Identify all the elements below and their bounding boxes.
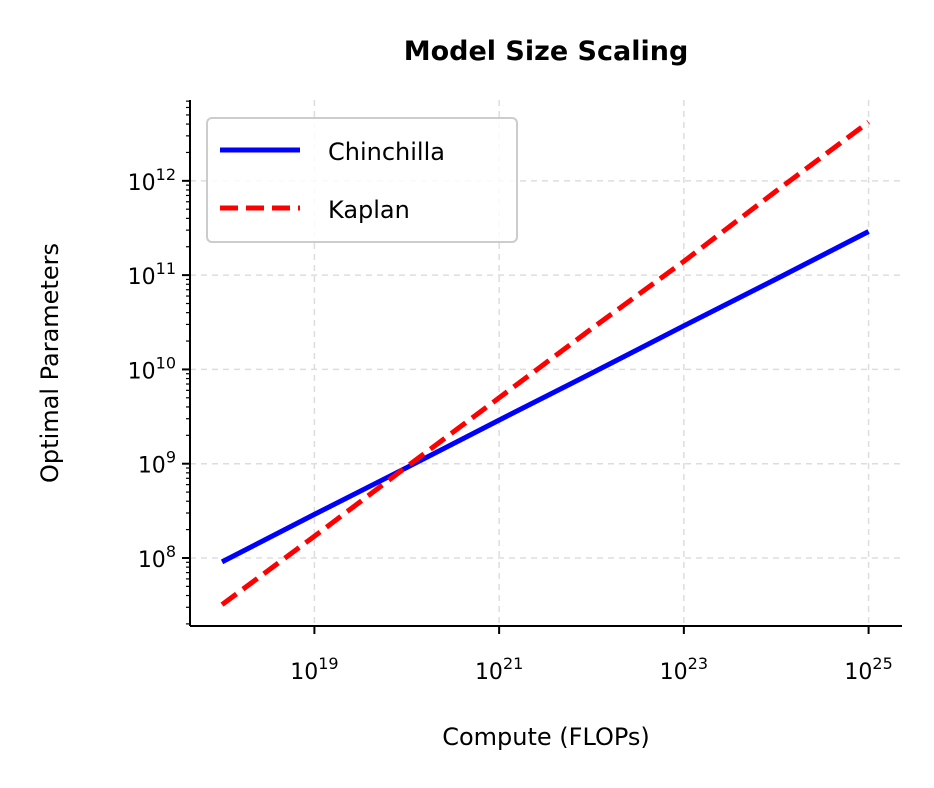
y-tick-label: 1010 bbox=[128, 353, 176, 384]
y-tick-label: 108 bbox=[138, 542, 176, 573]
x-tick-label: 1019 bbox=[290, 654, 338, 685]
y-tick-label: 1011 bbox=[128, 259, 176, 290]
series-line-chinchilla bbox=[220, 229, 870, 565]
y-axis-label: Optimal Parameters bbox=[36, 243, 64, 483]
ticks: 1019 1021 1023 1025 108 109 1010 1011 1012 bbox=[128, 100, 893, 685]
grid bbox=[190, 100, 902, 626]
y-tick-label: 109 bbox=[138, 448, 176, 479]
legend-label-chinchilla: Chinchilla bbox=[328, 138, 445, 166]
x-tick-label: 1025 bbox=[844, 654, 892, 685]
y-tick-label: 1012 bbox=[128, 165, 176, 196]
legend-label-kaplan: Kaplan bbox=[328, 196, 410, 224]
x-tick-label: 1023 bbox=[660, 654, 708, 685]
chart-title: Model Size Scaling bbox=[404, 36, 689, 67]
x-tick-label: 1021 bbox=[475, 654, 523, 685]
x-axis-label: Compute (FLOPs) bbox=[442, 723, 650, 751]
legend: Chinchilla Kaplan bbox=[206, 117, 518, 243]
axes bbox=[189, 100, 902, 627]
series-line-kaplan bbox=[220, 120, 871, 607]
series-lines bbox=[220, 120, 871, 607]
